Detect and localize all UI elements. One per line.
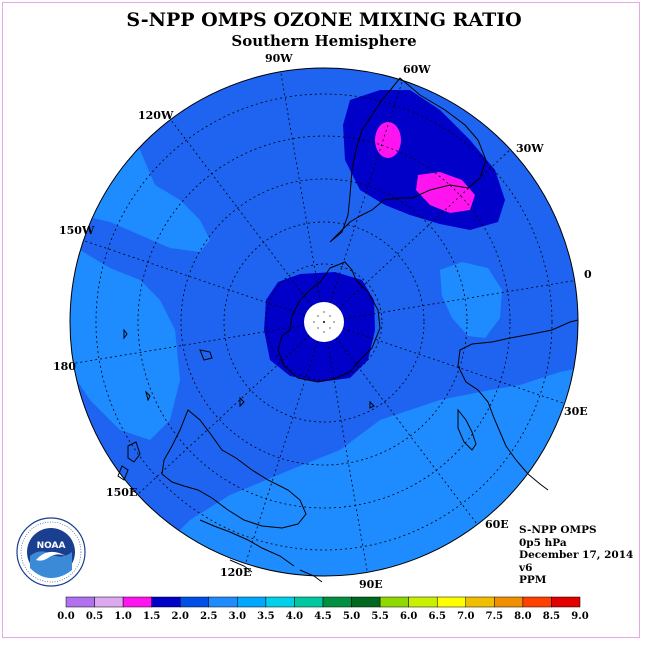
colorbar-tick-label: 7.5 bbox=[486, 611, 503, 622]
colorbar-tick-label: 2.5 bbox=[200, 611, 217, 622]
colorbar-tick-label: 0.0 bbox=[57, 611, 74, 622]
colorbar-tick-label: 7.0 bbox=[457, 611, 474, 622]
colorbar-tick-label: 6.5 bbox=[429, 611, 446, 622]
info-date: December 17, 2014 bbox=[519, 549, 634, 561]
colorbar-swatch bbox=[265, 596, 295, 608]
colorbar-swatch bbox=[294, 596, 324, 608]
colorbar-tick-label: 5.0 bbox=[343, 611, 360, 622]
info-version: v6 bbox=[519, 561, 533, 574]
colorbar-swatch bbox=[94, 596, 124, 608]
map-title: S-NPP OMPS OZONE MIXING RATIO bbox=[126, 9, 522, 31]
info-units: PPM bbox=[519, 574, 547, 586]
lon-label-120w: 120W bbox=[138, 109, 174, 122]
lon-label-30w: 30W bbox=[516, 142, 544, 155]
colorbar-swatch bbox=[379, 596, 409, 608]
colorbar-swatch bbox=[351, 596, 381, 608]
colorbar-tick-label: 9.0 bbox=[571, 611, 588, 622]
colorbar-tick-label: 4.0 bbox=[286, 611, 303, 622]
colorbar-tick-label: 8.0 bbox=[514, 611, 531, 622]
lon-label-90w: 90W bbox=[265, 52, 293, 65]
colorbar-tick-label: 2.0 bbox=[172, 611, 189, 622]
colorbar-swatch bbox=[551, 596, 581, 608]
noaa-logo-text: NOAA bbox=[37, 541, 66, 551]
lon-label-180: 180 bbox=[53, 360, 76, 373]
pole-dots bbox=[313, 311, 335, 333]
colorbar-tick-label: 5.5 bbox=[371, 611, 388, 622]
lon-label-30e: 30E bbox=[564, 405, 588, 418]
ozone-core-1 bbox=[375, 122, 401, 158]
graticule bbox=[70, 68, 578, 576]
ozone-field-2-5-west bbox=[70, 250, 180, 440]
lon-label-120e: 120E bbox=[220, 566, 251, 579]
colorbar-swatch bbox=[494, 596, 524, 608]
map-subtitle: Southern Hemisphere bbox=[231, 32, 417, 50]
ozone-field-2-5-south bbox=[150, 368, 578, 576]
colorbar-tick-label: 1.0 bbox=[114, 611, 131, 622]
colorbar-swatch bbox=[122, 596, 152, 608]
figure-frame bbox=[2, 2, 640, 638]
colorbar-swatch bbox=[522, 596, 552, 608]
colorbar-tick-label: 3.5 bbox=[257, 611, 274, 622]
lon-label-60e: 60E bbox=[485, 518, 509, 531]
lon-label-150e: 150E bbox=[106, 486, 137, 499]
ozone-field-2-5-east bbox=[440, 262, 502, 338]
lon-label-60w: 60W bbox=[403, 63, 431, 76]
colorbar-swatch bbox=[65, 596, 95, 608]
info-level: 0p5 hPa bbox=[519, 536, 567, 549]
noaa-logo: NOAA bbox=[16, 517, 86, 587]
coastlines bbox=[117, 77, 579, 583]
colorbar-swatch bbox=[151, 596, 181, 608]
info-instrument: S-NPP OMPS bbox=[519, 524, 597, 536]
colorbar-tick-label: 0.5 bbox=[86, 611, 103, 622]
ozone-core-2 bbox=[416, 172, 475, 213]
colorbar-swatch bbox=[208, 596, 238, 608]
colorbar-swatch bbox=[465, 596, 495, 608]
product-info: S-NPP OMPS 0p5 hPa December 17, 2014 v6 … bbox=[519, 524, 633, 587]
colorbar-swatch bbox=[237, 596, 267, 608]
colorbar-tick-label: 1.5 bbox=[143, 611, 160, 622]
lon-label-0: 0 bbox=[584, 268, 592, 281]
colorbar-swatch bbox=[436, 596, 467, 608]
colorbar-swatch bbox=[408, 596, 438, 608]
lon-label-90e: 90E bbox=[359, 578, 383, 591]
colorbar-tick-label: 6.0 bbox=[400, 611, 417, 622]
colorbar-tick-label: 8.5 bbox=[543, 611, 560, 622]
colorbar-swatch bbox=[179, 596, 210, 608]
colorbar-swatch bbox=[322, 596, 352, 608]
map-boundary bbox=[69, 67, 579, 577]
lon-label-150w: 150W bbox=[59, 224, 95, 237]
colorbar-tick-label: 3.0 bbox=[229, 611, 246, 622]
colorbar-tick-label: 4.5 bbox=[314, 611, 331, 622]
